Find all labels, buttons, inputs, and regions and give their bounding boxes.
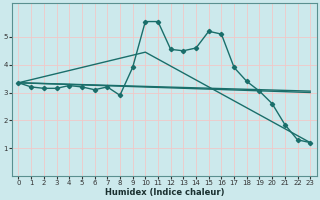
X-axis label: Humidex (Indice chaleur): Humidex (Indice chaleur) [105, 188, 224, 197]
